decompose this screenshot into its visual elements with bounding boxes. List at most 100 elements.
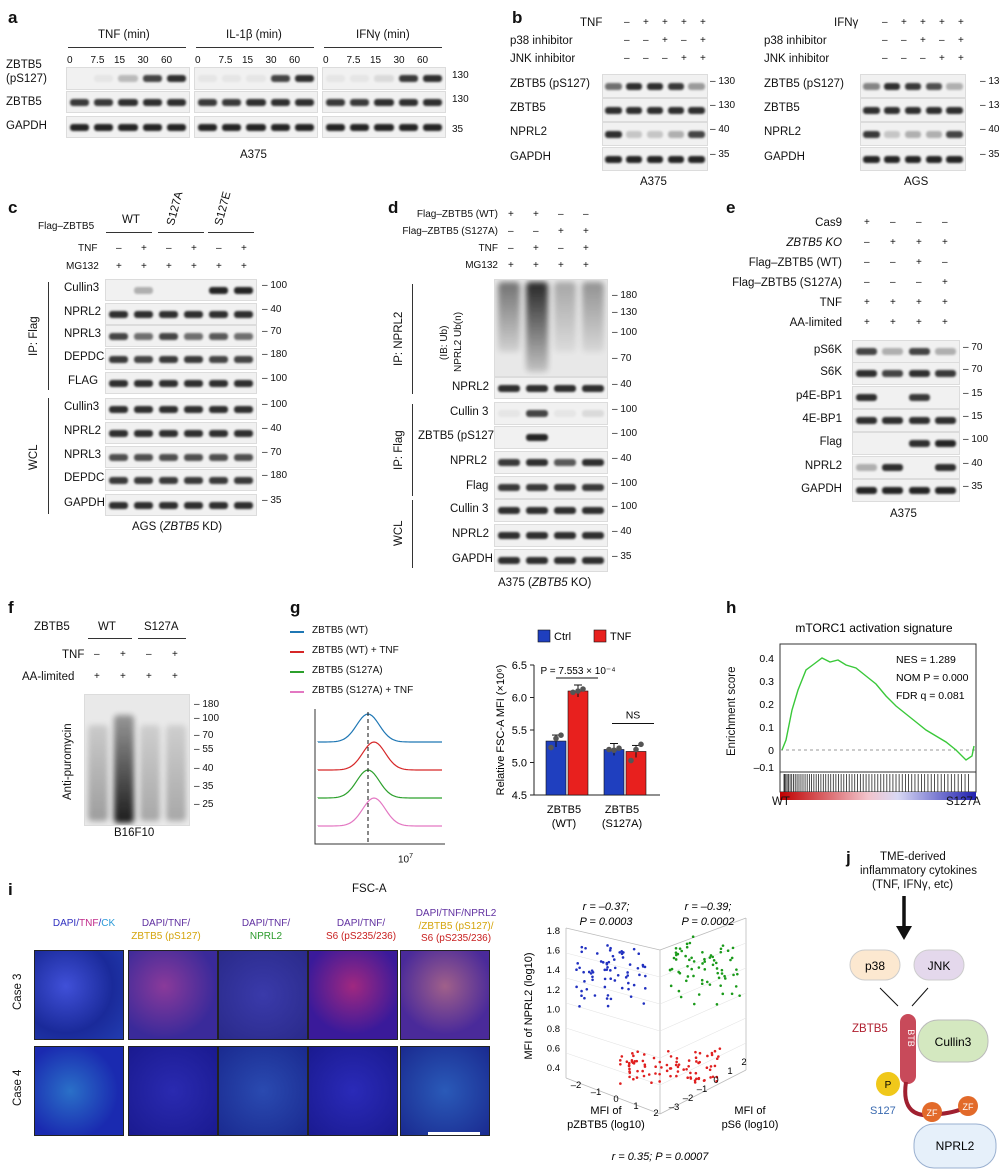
i-image-tile (400, 1046, 490, 1136)
e-blot-1-band (855, 370, 877, 377)
f-mw: – 100 (194, 713, 220, 724)
e-row-3: 4E-BP1 (802, 413, 842, 425)
a-cell: A375 (240, 149, 267, 161)
b-right-mw-1: – 130 (980, 100, 1000, 111)
h-ytick: 0 (768, 745, 774, 757)
i-point-red (658, 1080, 661, 1083)
g-legend-label: ZBTB5 (WT) + TNF (312, 645, 399, 656)
d-ip2-bracket (412, 404, 413, 496)
panel-label-a: a (8, 8, 18, 27)
i-point-green (692, 960, 696, 963)
b-right-sign: + (920, 35, 926, 46)
i-point-green (726, 949, 730, 952)
e-cond-3: Flag–ZBTB5 (S127A) (732, 277, 842, 289)
b-left-blot-2-band (646, 130, 664, 138)
e-sign: – (890, 217, 896, 228)
d-r2-blot-band (526, 459, 548, 466)
e-blot-1-band (908, 370, 930, 377)
d-r3-blot-band (526, 507, 548, 514)
b-left-cond-1: p38 inhibitor (510, 35, 573, 47)
b-left-cell: A375 (640, 176, 667, 188)
i-point-green (715, 967, 719, 970)
g-bar-ylabel: Relative FSC-A MFI (×10⁶) (495, 665, 507, 796)
g-bar (567, 690, 589, 796)
b-left-sign: – (681, 35, 687, 46)
i-point-green (674, 946, 678, 950)
a-blot-zbtb5 (322, 91, 446, 113)
c-cond-1: MG132 (66, 261, 99, 272)
h-ylabel: Enrichment score (726, 666, 738, 756)
f-mw: – 55 (194, 744, 214, 755)
i-point-green (720, 968, 724, 972)
c-ip-blot-band (108, 355, 129, 363)
a-blot-pzbtb5-band (167, 75, 187, 82)
g-bar-point (611, 747, 617, 753)
i-xtick: –1 (591, 1087, 602, 1098)
i-point-green (678, 947, 682, 950)
i-ztick: 1.8 (547, 926, 560, 937)
g-bar-point (570, 689, 576, 696)
i-point-green (697, 993, 701, 996)
e-blot-6-band (882, 487, 904, 494)
d-sign: + (558, 260, 564, 271)
c-ip-mw: – 70 (262, 326, 282, 337)
i-point-blue (578, 1005, 581, 1008)
i-ztick: 1.4 (547, 965, 560, 976)
i-point-red (710, 1051, 714, 1055)
i-point-green (721, 944, 725, 947)
c-ip-blot-band (183, 355, 204, 363)
b-right-row-1: ZBTB5 (764, 102, 800, 114)
b-right-sign: – (901, 35, 907, 46)
a-blot-pzbtb5-band (398, 75, 418, 82)
i-point-red (647, 1073, 651, 1076)
c-cell: AGS (ZBTB5 KD) (132, 521, 223, 533)
b-left-blot-0-band (667, 82, 684, 90)
e-sign: – (942, 217, 948, 228)
d-r3-blot-band (582, 507, 604, 514)
c-wcl-blot-band (133, 476, 154, 484)
e-sign: + (864, 297, 870, 308)
g-bar-cat-sub: (S127A) (602, 818, 642, 830)
a-time-label: 60 (289, 55, 301, 66)
d-sign: + (533, 260, 539, 271)
i-point-blue (641, 965, 645, 968)
c-wcl-blot-band (133, 501, 154, 509)
j-node-btb (900, 1014, 916, 1084)
i-col-header: DAPI/TNF/NPRL2/ZBTB5 (pS127)/S6 (pS235/2… (415, 908, 497, 944)
e-blot-2-band (855, 394, 877, 401)
i-scale-bar (428, 1132, 480, 1135)
d-ip1: IP: NPRL2 (393, 311, 405, 366)
h-stat: NES = 1.289 (896, 654, 956, 666)
j-title1: TME-derived (880, 851, 946, 863)
c-ip-blot-band (208, 355, 229, 363)
a-blot-gapdh-band (423, 123, 443, 131)
e-mw-3: – 15 (963, 411, 983, 422)
e-blot-6-band (935, 487, 957, 494)
a-blot-zbtb5-band (423, 98, 443, 106)
b-right-blot-0 (860, 74, 966, 98)
i-point-red (698, 1051, 702, 1055)
g-bar-cat: ZBTB5 (605, 804, 639, 816)
b-right-sign: – (901, 53, 907, 64)
f-mw: – 70 (194, 730, 214, 741)
d-r2-mw: – 100 (612, 428, 638, 439)
g-bar-annot-p: P = 7.553 × 10⁻⁴ (540, 666, 615, 677)
c-wcl-blot-band (233, 476, 254, 484)
a-row-gapdh: GAPDH (6, 120, 47, 132)
e-row-5: NPRL2 (804, 460, 842, 472)
i-point-red (641, 1059, 645, 1063)
d-r2-row: NPRL2 (450, 455, 488, 467)
i-point-green (684, 979, 688, 983)
g-bar-point (628, 757, 634, 764)
c-wcl-blot-band (158, 453, 179, 461)
e-blot-3-band (855, 417, 877, 424)
i-grid (659, 942, 747, 978)
i-point-red (632, 1077, 635, 1081)
i-point-red (628, 1075, 631, 1079)
d-sign: + (558, 226, 564, 237)
e-sign: + (864, 217, 870, 228)
c-ip-blot (105, 279, 257, 301)
a-row-zbtb5: ZBTB5 (6, 96, 42, 108)
b-left-mw-1: – 130 (710, 100, 736, 111)
i-point-red (715, 1075, 719, 1079)
